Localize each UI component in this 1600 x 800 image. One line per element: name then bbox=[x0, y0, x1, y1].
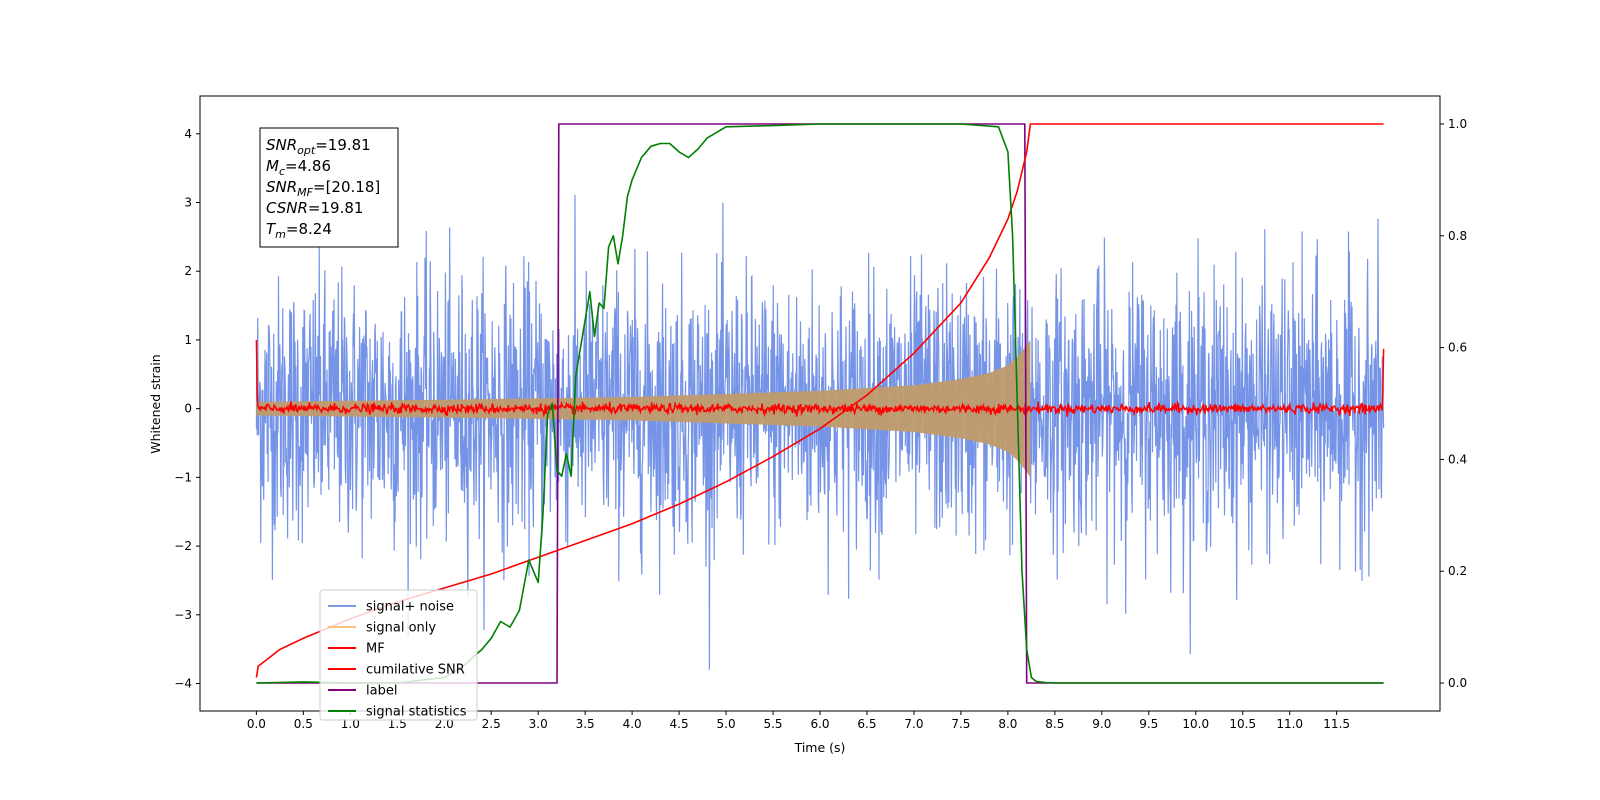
legend-label: signal+ noise bbox=[366, 600, 454, 615]
y-tick-label: 2 bbox=[184, 264, 192, 278]
annotation-value: =19.81 bbox=[315, 136, 371, 154]
series-signal-statistics-line bbox=[256, 123, 1384, 684]
annotation-line: Mc=4.86 bbox=[266, 157, 331, 178]
y-tick-label: 0 bbox=[184, 402, 192, 416]
y-tick-label: −2 bbox=[174, 539, 192, 553]
annotation-line: SNRopt=19.81 bbox=[266, 136, 371, 157]
annotation-line: CSNR=19.81 bbox=[266, 199, 363, 217]
x-tick-label: 3.5 bbox=[576, 717, 595, 731]
x-tick-label: 2.5 bbox=[482, 717, 501, 731]
x-tick-label: 3.0 bbox=[529, 717, 548, 731]
y-tick-label: −3 bbox=[174, 608, 192, 622]
x-tick-label: 0.5 bbox=[294, 717, 313, 731]
y2-tick-label: 0.2 bbox=[1448, 564, 1467, 578]
y-axis-right: 1.0 0.8 0.6 0.4 0.2 0.0 bbox=[1440, 117, 1467, 690]
annotation-subscript: opt bbox=[297, 144, 316, 157]
annotation-value: =4.86 bbox=[285, 157, 331, 175]
annotation-symbol: T bbox=[266, 220, 277, 238]
y-tick-label: −1 bbox=[174, 470, 192, 484]
y2-tick-label: 0.4 bbox=[1448, 452, 1467, 466]
y2-tick-label: 0.0 bbox=[1448, 676, 1467, 690]
annotation-subscript: MF bbox=[297, 186, 313, 199]
x-tick-label: 4.5 bbox=[670, 717, 689, 731]
x-tick-label: 7.5 bbox=[951, 717, 970, 731]
x-tick-label: 5.0 bbox=[717, 717, 736, 731]
x-tick-label: 6.5 bbox=[857, 717, 876, 731]
annotation-symbol: SNR bbox=[266, 136, 297, 154]
series-mf-line bbox=[255, 339, 1385, 418]
x-tick-label: 9.0 bbox=[1092, 717, 1111, 731]
y-axis-left: 4 3 2 1 0 −1 −2 −3 −4 bbox=[174, 127, 200, 691]
annotation-value: =8.24 bbox=[286, 220, 332, 238]
y2-tick-label: 0.8 bbox=[1448, 229, 1467, 243]
x-tick-label: 8.5 bbox=[1045, 717, 1064, 731]
x-tick-label: 6.0 bbox=[810, 717, 829, 731]
legend-frame bbox=[319, 589, 478, 721]
annotation-subscript: c bbox=[279, 165, 285, 178]
y-tick-label: 1 bbox=[184, 333, 192, 347]
y-axis-label: Whitened strain bbox=[148, 354, 163, 453]
x-tick-label: 4.0 bbox=[623, 717, 642, 731]
y-tick-label: −4 bbox=[174, 677, 192, 691]
x-tick-label: 11.0 bbox=[1276, 717, 1303, 731]
legend-label: signal statistics bbox=[366, 705, 467, 720]
annotation-symbol: CSNR bbox=[266, 199, 308, 217]
annotation-line: Tm=8.24 bbox=[266, 220, 332, 241]
x-tick-label: 9.5 bbox=[1139, 717, 1158, 731]
x-axis-label: Time (s) bbox=[794, 740, 846, 755]
stats-annotation-box: SNRopt=19.81Mc=4.86SNRMF=[20.18]CSNR=19.… bbox=[259, 127, 399, 248]
y-tick-label: 3 bbox=[184, 196, 192, 210]
x-tick-label: 0.0 bbox=[247, 717, 266, 731]
x-tick-label: 7.0 bbox=[904, 717, 923, 731]
y2-tick-label: 1.0 bbox=[1448, 117, 1467, 131]
annotation-subscript: m bbox=[275, 228, 286, 241]
annotation-frame bbox=[259, 127, 399, 248]
annotation-value: =19.81 bbox=[308, 199, 364, 217]
legend-label: MF bbox=[366, 642, 385, 657]
x-tick-label: 11.5 bbox=[1323, 717, 1350, 731]
annotation-symbol: M bbox=[266, 157, 279, 175]
annotation-symbol: SNR bbox=[266, 178, 297, 196]
y2-tick-label: 0.6 bbox=[1448, 341, 1467, 355]
y-tick-label: 4 bbox=[184, 127, 192, 141]
annotation-line: SNRMF=[20.18] bbox=[266, 178, 380, 199]
x-tick-label: 5.5 bbox=[763, 717, 782, 731]
x-tick-label: 10.5 bbox=[1229, 717, 1256, 731]
x-tick-label: 10.0 bbox=[1182, 717, 1209, 731]
legend-label: signal only bbox=[366, 621, 436, 636]
legend-label: cumilative SNR bbox=[366, 663, 465, 678]
legend-label: label bbox=[366, 684, 397, 699]
x-tick-label: 8.0 bbox=[998, 717, 1017, 731]
legend: signal+ noise signal only MF cumilative SNR… bbox=[319, 589, 478, 721]
annotation-value: =[20.18] bbox=[313, 178, 380, 196]
x-axis: 0.0 0.5 1.0 1.5 2.0 2.5 3.0 3.5 4.0 4.5 5.0 5.5 6.0 6… bbox=[247, 711, 1350, 731]
